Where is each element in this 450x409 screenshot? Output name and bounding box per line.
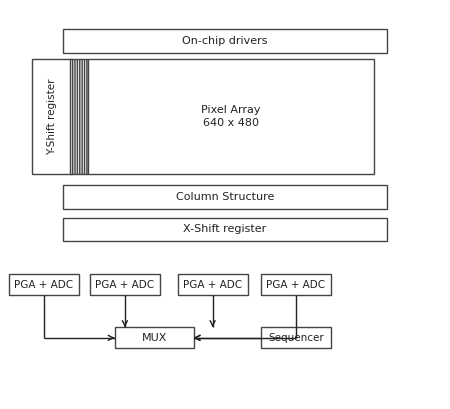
- Text: PGA + ADC: PGA + ADC: [266, 280, 325, 290]
- Bar: [88, 59, 374, 174]
- Text: MUX: MUX: [141, 333, 167, 343]
- Text: On-chip drivers: On-chip drivers: [182, 36, 268, 46]
- Bar: [115, 327, 194, 348]
- Text: PGA + ADC: PGA + ADC: [95, 280, 154, 290]
- Text: Sequencer: Sequencer: [268, 333, 324, 343]
- Bar: [9, 274, 79, 295]
- Bar: [178, 274, 248, 295]
- Bar: [90, 274, 160, 295]
- Bar: [261, 327, 331, 348]
- Bar: [32, 59, 72, 174]
- Text: Column Structure: Column Structure: [176, 192, 274, 202]
- Text: PGA + ADC: PGA + ADC: [183, 280, 242, 290]
- Text: X-Shift register: X-Shift register: [184, 225, 266, 234]
- Text: Pixel Array
640 x 480: Pixel Array 640 x 480: [201, 105, 261, 128]
- Bar: [63, 29, 387, 53]
- Bar: [63, 185, 387, 209]
- Bar: [63, 218, 387, 241]
- Text: PGA + ADC: PGA + ADC: [14, 280, 73, 290]
- Bar: [261, 274, 331, 295]
- Text: Y-Shift register: Y-Shift register: [47, 78, 57, 155]
- Bar: [70, 59, 88, 174]
